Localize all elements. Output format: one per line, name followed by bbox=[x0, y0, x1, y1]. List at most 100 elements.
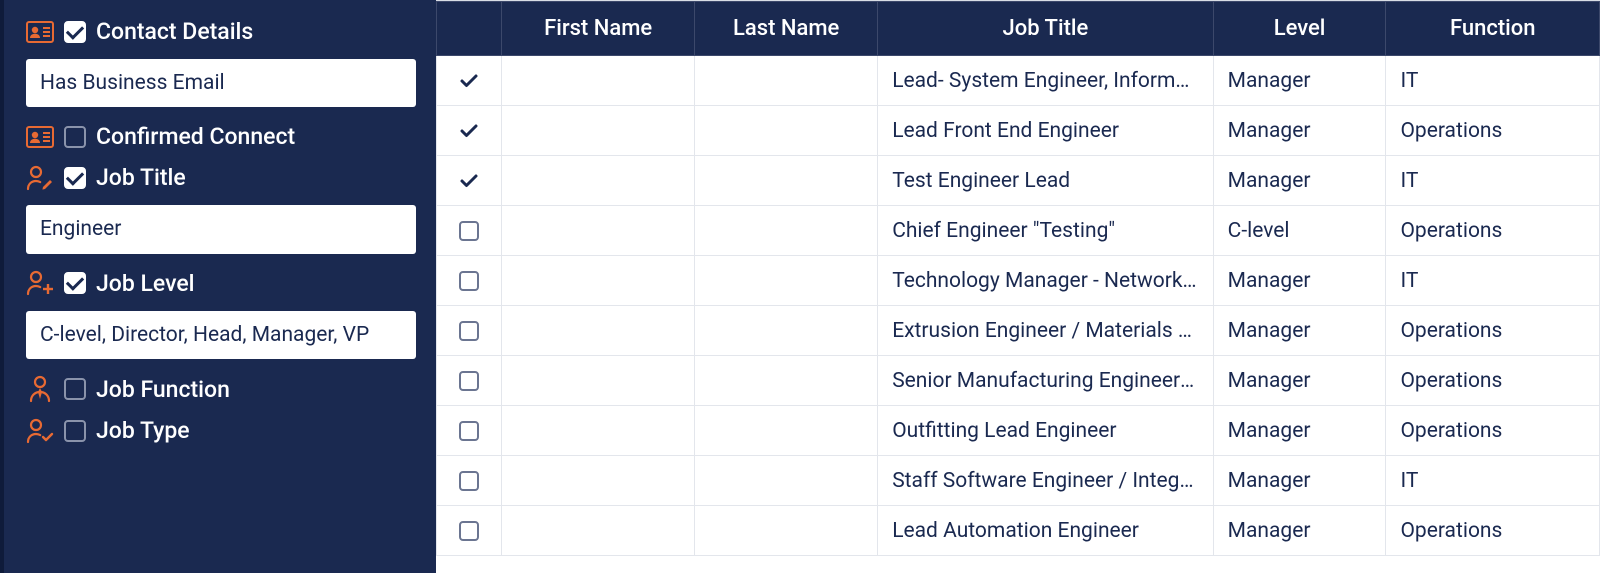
filter-job-title[interactable]: Job Title bbox=[26, 164, 416, 191]
cell-last-name bbox=[695, 206, 878, 256]
row-select-cell[interactable] bbox=[437, 456, 502, 506]
col-level[interactable]: Level bbox=[1213, 2, 1386, 56]
filter-job-level-label: Job Level bbox=[96, 270, 195, 297]
table-row[interactable]: Outfitting Lead EngineerManagerOperation… bbox=[437, 406, 1600, 456]
col-select[interactable] bbox=[437, 2, 502, 56]
cell-first-name bbox=[502, 306, 695, 356]
cell-job-title: Extrusion Engineer / Materials Off… bbox=[878, 306, 1213, 356]
cell-function: IT bbox=[1386, 56, 1600, 106]
cell-first-name bbox=[502, 156, 695, 206]
person-tie-icon bbox=[26, 375, 54, 403]
cell-job-title: Lead Front End Engineer bbox=[878, 106, 1213, 156]
filter-job-title-label: Job Title bbox=[96, 164, 186, 191]
row-checkbox[interactable] bbox=[459, 471, 479, 491]
table-row[interactable]: Technology Manager - Network &…ManagerIT bbox=[437, 256, 1600, 306]
check-icon[interactable] bbox=[458, 119, 480, 143]
table-row[interactable]: Lead- System Engineer, Informati…Manager… bbox=[437, 56, 1600, 106]
row-select-cell[interactable] bbox=[437, 106, 502, 156]
col-last-name[interactable]: Last Name bbox=[695, 2, 878, 56]
cell-function: Operations bbox=[1386, 406, 1600, 456]
contact-card-icon bbox=[26, 21, 54, 43]
table-row[interactable]: Test Engineer LeadManagerIT bbox=[437, 156, 1600, 206]
filter-job-title-value[interactable]: Engineer bbox=[26, 205, 416, 253]
row-checkbox[interactable] bbox=[459, 221, 479, 241]
row-checkbox[interactable] bbox=[459, 271, 479, 291]
row-checkbox[interactable] bbox=[459, 371, 479, 391]
filter-contact-details-label: Contact Details bbox=[96, 18, 253, 45]
row-select-cell[interactable] bbox=[437, 306, 502, 356]
results-table: First Name Last Name Job Title Level Fun… bbox=[436, 1, 1600, 556]
table-row[interactable]: Senior Manufacturing Engineer - I…Manage… bbox=[437, 356, 1600, 406]
table-row[interactable]: Extrusion Engineer / Materials Off…Manag… bbox=[437, 306, 1600, 356]
cell-last-name bbox=[695, 506, 878, 556]
filter-job-type-label: Job Type bbox=[96, 417, 190, 444]
filter-job-level-checkbox[interactable] bbox=[64, 272, 86, 294]
filter-job-title-checkbox[interactable] bbox=[64, 167, 86, 189]
cell-first-name bbox=[502, 356, 695, 406]
cell-job-title: Staff Software Engineer / Integrat… bbox=[878, 456, 1213, 506]
table-row[interactable]: Lead Automation EngineerManagerOperation… bbox=[437, 506, 1600, 556]
filter-job-level-value[interactable]: C-level, Director, Head, Manager, VP bbox=[26, 311, 416, 359]
cell-last-name bbox=[695, 356, 878, 406]
check-icon[interactable] bbox=[458, 169, 480, 193]
row-select-cell[interactable] bbox=[437, 506, 502, 556]
filter-contact-details-checkbox[interactable] bbox=[64, 21, 86, 43]
col-job-title[interactable]: Job Title bbox=[878, 2, 1213, 56]
filter-confirmed-connect[interactable]: Confirmed Connect bbox=[26, 123, 416, 150]
check-icon[interactable] bbox=[458, 69, 480, 93]
cell-function: Operations bbox=[1386, 506, 1600, 556]
cell-level: Manager bbox=[1213, 356, 1386, 406]
cell-level: Manager bbox=[1213, 106, 1386, 156]
cell-level: Manager bbox=[1213, 256, 1386, 306]
cell-first-name bbox=[502, 206, 695, 256]
filter-job-type-checkbox[interactable] bbox=[64, 420, 86, 442]
cell-function: Operations bbox=[1386, 306, 1600, 356]
cell-function: Operations bbox=[1386, 106, 1600, 156]
row-select-cell[interactable] bbox=[437, 406, 502, 456]
filter-confirmed-connect-label: Confirmed Connect bbox=[96, 123, 295, 150]
row-select-cell[interactable] bbox=[437, 156, 502, 206]
cell-last-name bbox=[695, 106, 878, 156]
filter-contact-details-value[interactable]: Has Business Email bbox=[26, 59, 416, 107]
row-select-cell[interactable] bbox=[437, 356, 502, 406]
cell-first-name bbox=[502, 106, 695, 156]
row-select-cell[interactable] bbox=[437, 56, 502, 106]
cell-first-name bbox=[502, 506, 695, 556]
row-checkbox[interactable] bbox=[459, 421, 479, 441]
cell-function: IT bbox=[1386, 156, 1600, 206]
filter-job-type[interactable]: Job Type bbox=[26, 417, 416, 444]
cell-function: Operations bbox=[1386, 356, 1600, 406]
cell-last-name bbox=[695, 406, 878, 456]
cell-last-name bbox=[695, 256, 878, 306]
app-root: Contact Details Has Business Email Confi… bbox=[0, 0, 1600, 573]
filter-confirmed-connect-checkbox[interactable] bbox=[64, 126, 86, 148]
row-checkbox[interactable] bbox=[459, 521, 479, 541]
filter-job-function-checkbox[interactable] bbox=[64, 378, 86, 400]
row-select-cell[interactable] bbox=[437, 256, 502, 306]
cell-level: Manager bbox=[1213, 56, 1386, 106]
table-row[interactable]: Lead Front End EngineerManagerOperations bbox=[437, 106, 1600, 156]
filter-contact-details[interactable]: Contact Details bbox=[26, 18, 416, 45]
contact-card-icon bbox=[26, 126, 54, 148]
person-plus-icon bbox=[26, 270, 54, 296]
cell-level: Manager bbox=[1213, 156, 1386, 206]
col-function[interactable]: Function bbox=[1386, 2, 1600, 56]
filter-job-function[interactable]: Job Function bbox=[26, 375, 416, 403]
cell-last-name bbox=[695, 456, 878, 506]
col-first-name[interactable]: First Name bbox=[502, 2, 695, 56]
cell-level: C-level bbox=[1213, 206, 1386, 256]
cell-job-title: Technology Manager - Network &… bbox=[878, 256, 1213, 306]
table-row[interactable]: Staff Software Engineer / Integrat…Manag… bbox=[437, 456, 1600, 506]
cell-level: Manager bbox=[1213, 306, 1386, 356]
row-select-cell[interactable] bbox=[437, 206, 502, 256]
cell-job-title: Lead Automation Engineer bbox=[878, 506, 1213, 556]
cell-job-title: Chief Engineer "Testing" bbox=[878, 206, 1213, 256]
cell-first-name bbox=[502, 56, 695, 106]
table-row[interactable]: Chief Engineer "Testing"C-levelOperation… bbox=[437, 206, 1600, 256]
person-edit-icon bbox=[26, 165, 54, 191]
filter-job-level[interactable]: Job Level bbox=[26, 270, 416, 297]
cell-job-title: Outfitting Lead Engineer bbox=[878, 406, 1213, 456]
cell-function: IT bbox=[1386, 256, 1600, 306]
results-table-body: Lead- System Engineer, Informati…Manager… bbox=[437, 56, 1600, 556]
row-checkbox[interactable] bbox=[459, 321, 479, 341]
